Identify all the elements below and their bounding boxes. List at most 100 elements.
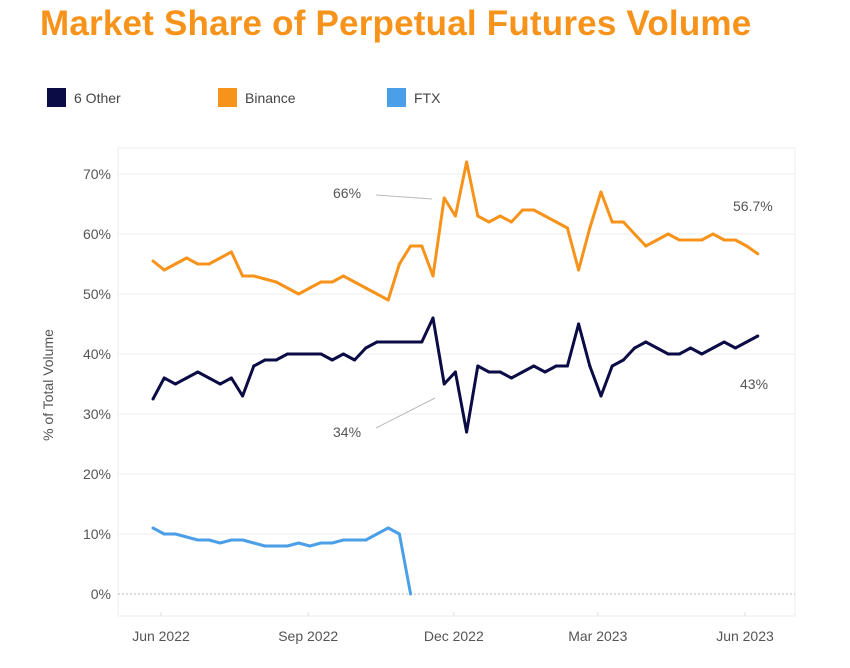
data-point [330,358,334,362]
data-point [633,346,637,350]
data-point [364,286,368,290]
data-point [476,364,480,368]
data-point [487,370,491,374]
data-point [700,352,704,356]
data-point [689,346,693,350]
data-point [229,376,233,380]
data-point [431,274,435,278]
data-point [297,352,301,356]
data-point [241,538,245,542]
data-point [241,394,245,398]
data-point [677,352,681,356]
data-point [711,346,715,350]
x-tick-label: Sep 2022 [278,628,338,644]
data-point [599,190,603,194]
data-point [330,280,334,284]
data-point [521,370,525,374]
data-point [756,334,760,338]
data-point [285,352,289,356]
data-point [532,364,536,368]
data-point [386,298,390,302]
data-point [521,208,525,212]
y-tick-label: 40% [83,346,111,362]
data-point [229,538,233,542]
data-point [308,544,312,548]
data-point [218,256,222,260]
data-point [207,538,211,542]
legend-label-other: 6 Other [74,89,121,106]
data-point [733,238,737,242]
legend-label-binance: Binance [245,89,296,106]
data-point [274,544,278,548]
y-tick-label: 30% [83,406,111,422]
data-point [341,274,345,278]
data-point [252,541,256,545]
data-point [420,340,424,344]
data-point [655,238,659,242]
data-point [509,376,513,380]
data-point [465,160,469,164]
annotation-66: 66% [333,185,361,201]
data-point [308,352,312,356]
series-line-6-other [151,316,759,434]
legend-swatch-ftx [387,88,406,107]
data-point [666,352,670,356]
data-point [274,280,278,284]
data-point [453,370,457,374]
annotation-leader-66 [375,194,433,200]
data-point [308,286,312,290]
data-point [162,268,166,272]
data-point [677,238,681,242]
data-point [409,340,413,344]
data-point [353,280,357,284]
y-tick-label: 10% [83,526,111,542]
data-point [711,232,715,236]
data-point [263,277,267,281]
data-point [386,526,390,530]
data-point [341,352,345,356]
data-point [431,316,435,320]
data-point [375,340,379,344]
data-point [386,340,390,344]
legend-item-binance[interactable]: Binance [218,88,296,107]
data-point [319,352,323,356]
y-axis-label: % of Total Volume [40,329,56,441]
data-point [465,430,469,434]
data-point [375,292,379,296]
chart-title: Market Share of Perpetual Futures Volume [40,4,752,43]
data-point [241,274,245,278]
data-point [554,364,558,368]
data-point [330,541,334,545]
legend-label-ftx: FTX [414,89,441,106]
data-point [588,226,592,230]
data-point [543,214,547,218]
y-tick-label: 70% [83,166,111,182]
data-point [162,532,166,536]
data-point [397,262,401,266]
data-point [185,535,189,539]
legend-item-ftx[interactable]: FTX [387,88,440,107]
annotation-leader-34 [375,397,436,429]
data-point [397,340,401,344]
data-point [543,370,547,374]
data-point [621,220,625,224]
data-point [666,232,670,236]
data-point [285,544,289,548]
data-point [218,382,222,386]
data-point [263,358,267,362]
data-point [229,250,233,254]
data-point [196,370,200,374]
legend-item-other[interactable]: 6 Other [47,88,121,107]
plot-frame [117,147,796,617]
data-point [621,358,625,362]
data-point [319,541,323,545]
data-point [644,244,648,248]
data-point [610,364,614,368]
data-point [364,538,368,542]
data-point [476,214,480,218]
data-point [151,526,155,530]
data-point [196,538,200,542]
legend-swatch-other [47,88,66,107]
data-point [442,382,446,386]
